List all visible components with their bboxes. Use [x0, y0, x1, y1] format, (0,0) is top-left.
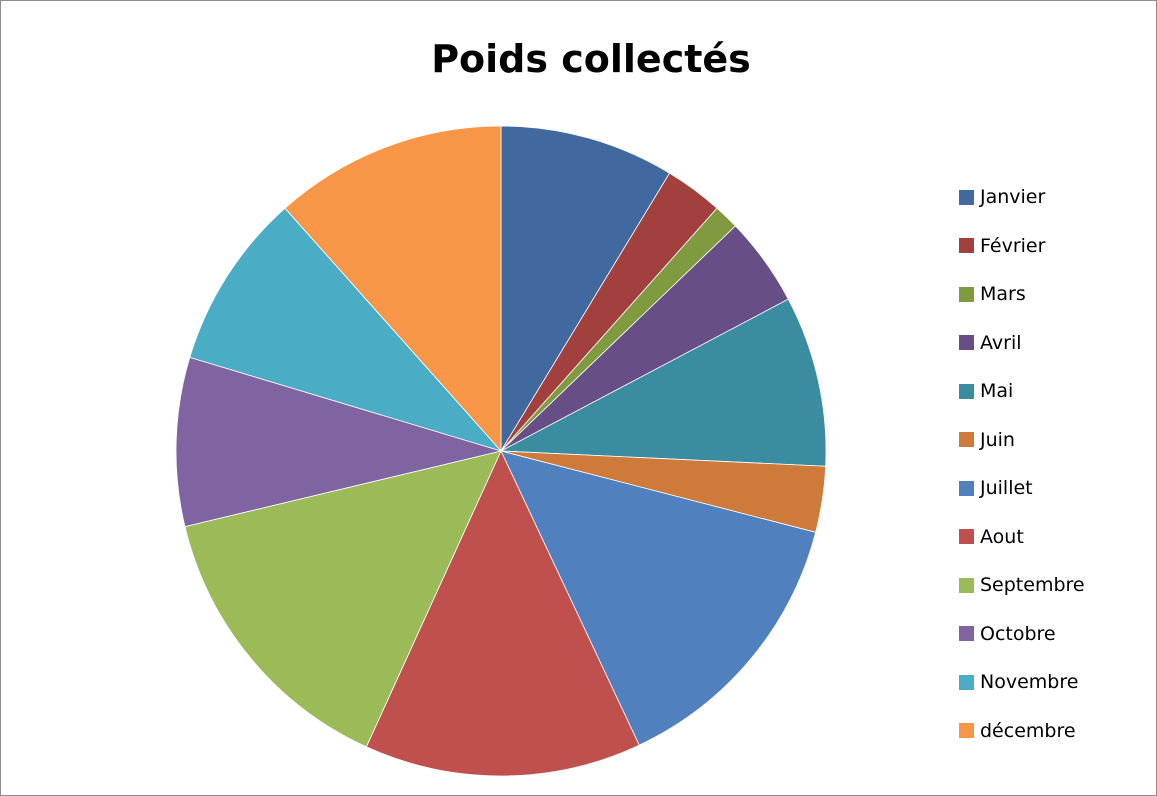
legend-item: Janvier — [959, 173, 1085, 222]
pie-slice-7 — [500, 450, 817, 746]
legend-item: Septembre — [959, 561, 1085, 610]
legend-label: Avril — [980, 331, 1022, 354]
legend-item: Avril — [959, 319, 1085, 368]
legend-label: Novembre — [980, 671, 1079, 694]
legend-swatch — [959, 238, 974, 254]
pie-slice-8 — [365, 450, 640, 777]
legend-label: Aout — [980, 525, 1024, 548]
legend-item: Juin — [959, 416, 1085, 465]
pie-slice-12 — [284, 125, 502, 453]
legend-item: Aout — [959, 513, 1085, 562]
pie-slice-1 — [500, 125, 671, 453]
legend: Janvier Février Mars Avril Mai Juin Juillet Aou… — [959, 173, 1085, 755]
pie-slice-9 — [184, 450, 502, 748]
legend-swatch — [959, 529, 974, 545]
legend-item: Mars — [959, 270, 1085, 319]
legend-label: Janvier — [980, 186, 1046, 209]
legend-label: Juin — [980, 428, 1015, 451]
legend-item: Novembre — [959, 658, 1085, 707]
legend-label: Février — [980, 234, 1046, 257]
legend-label: Juillet — [980, 477, 1033, 500]
legend-item: Octobre — [959, 610, 1085, 659]
legend-swatch — [959, 626, 974, 642]
legend-label: Mai — [980, 380, 1014, 403]
legend-swatch — [959, 674, 974, 690]
pie-slices — [175, 125, 827, 777]
legend-label: Octobre — [980, 622, 1056, 645]
legend-item: décembre — [959, 707, 1085, 756]
legend-swatch — [959, 286, 974, 302]
legend-swatch — [959, 480, 974, 496]
legend-swatch — [959, 577, 974, 593]
legend-label: Mars — [980, 283, 1026, 306]
legend-label: décembre — [980, 719, 1076, 742]
legend-swatch — [959, 432, 974, 448]
legend-swatch — [959, 723, 974, 739]
pie-slice-10 — [175, 356, 503, 528]
legend-label: Septembre — [980, 574, 1085, 597]
pie-slice-5 — [499, 298, 827, 467]
legend-swatch — [959, 335, 974, 351]
legend-swatch — [959, 189, 974, 205]
legend-swatch — [959, 383, 974, 399]
pie-slice-11 — [189, 207, 503, 452]
legend-item: Mai — [959, 367, 1085, 416]
legend-item: Février — [959, 222, 1085, 271]
legend-item: Juillet — [959, 464, 1085, 513]
chart-title: Poids collectés — [431, 37, 751, 81]
